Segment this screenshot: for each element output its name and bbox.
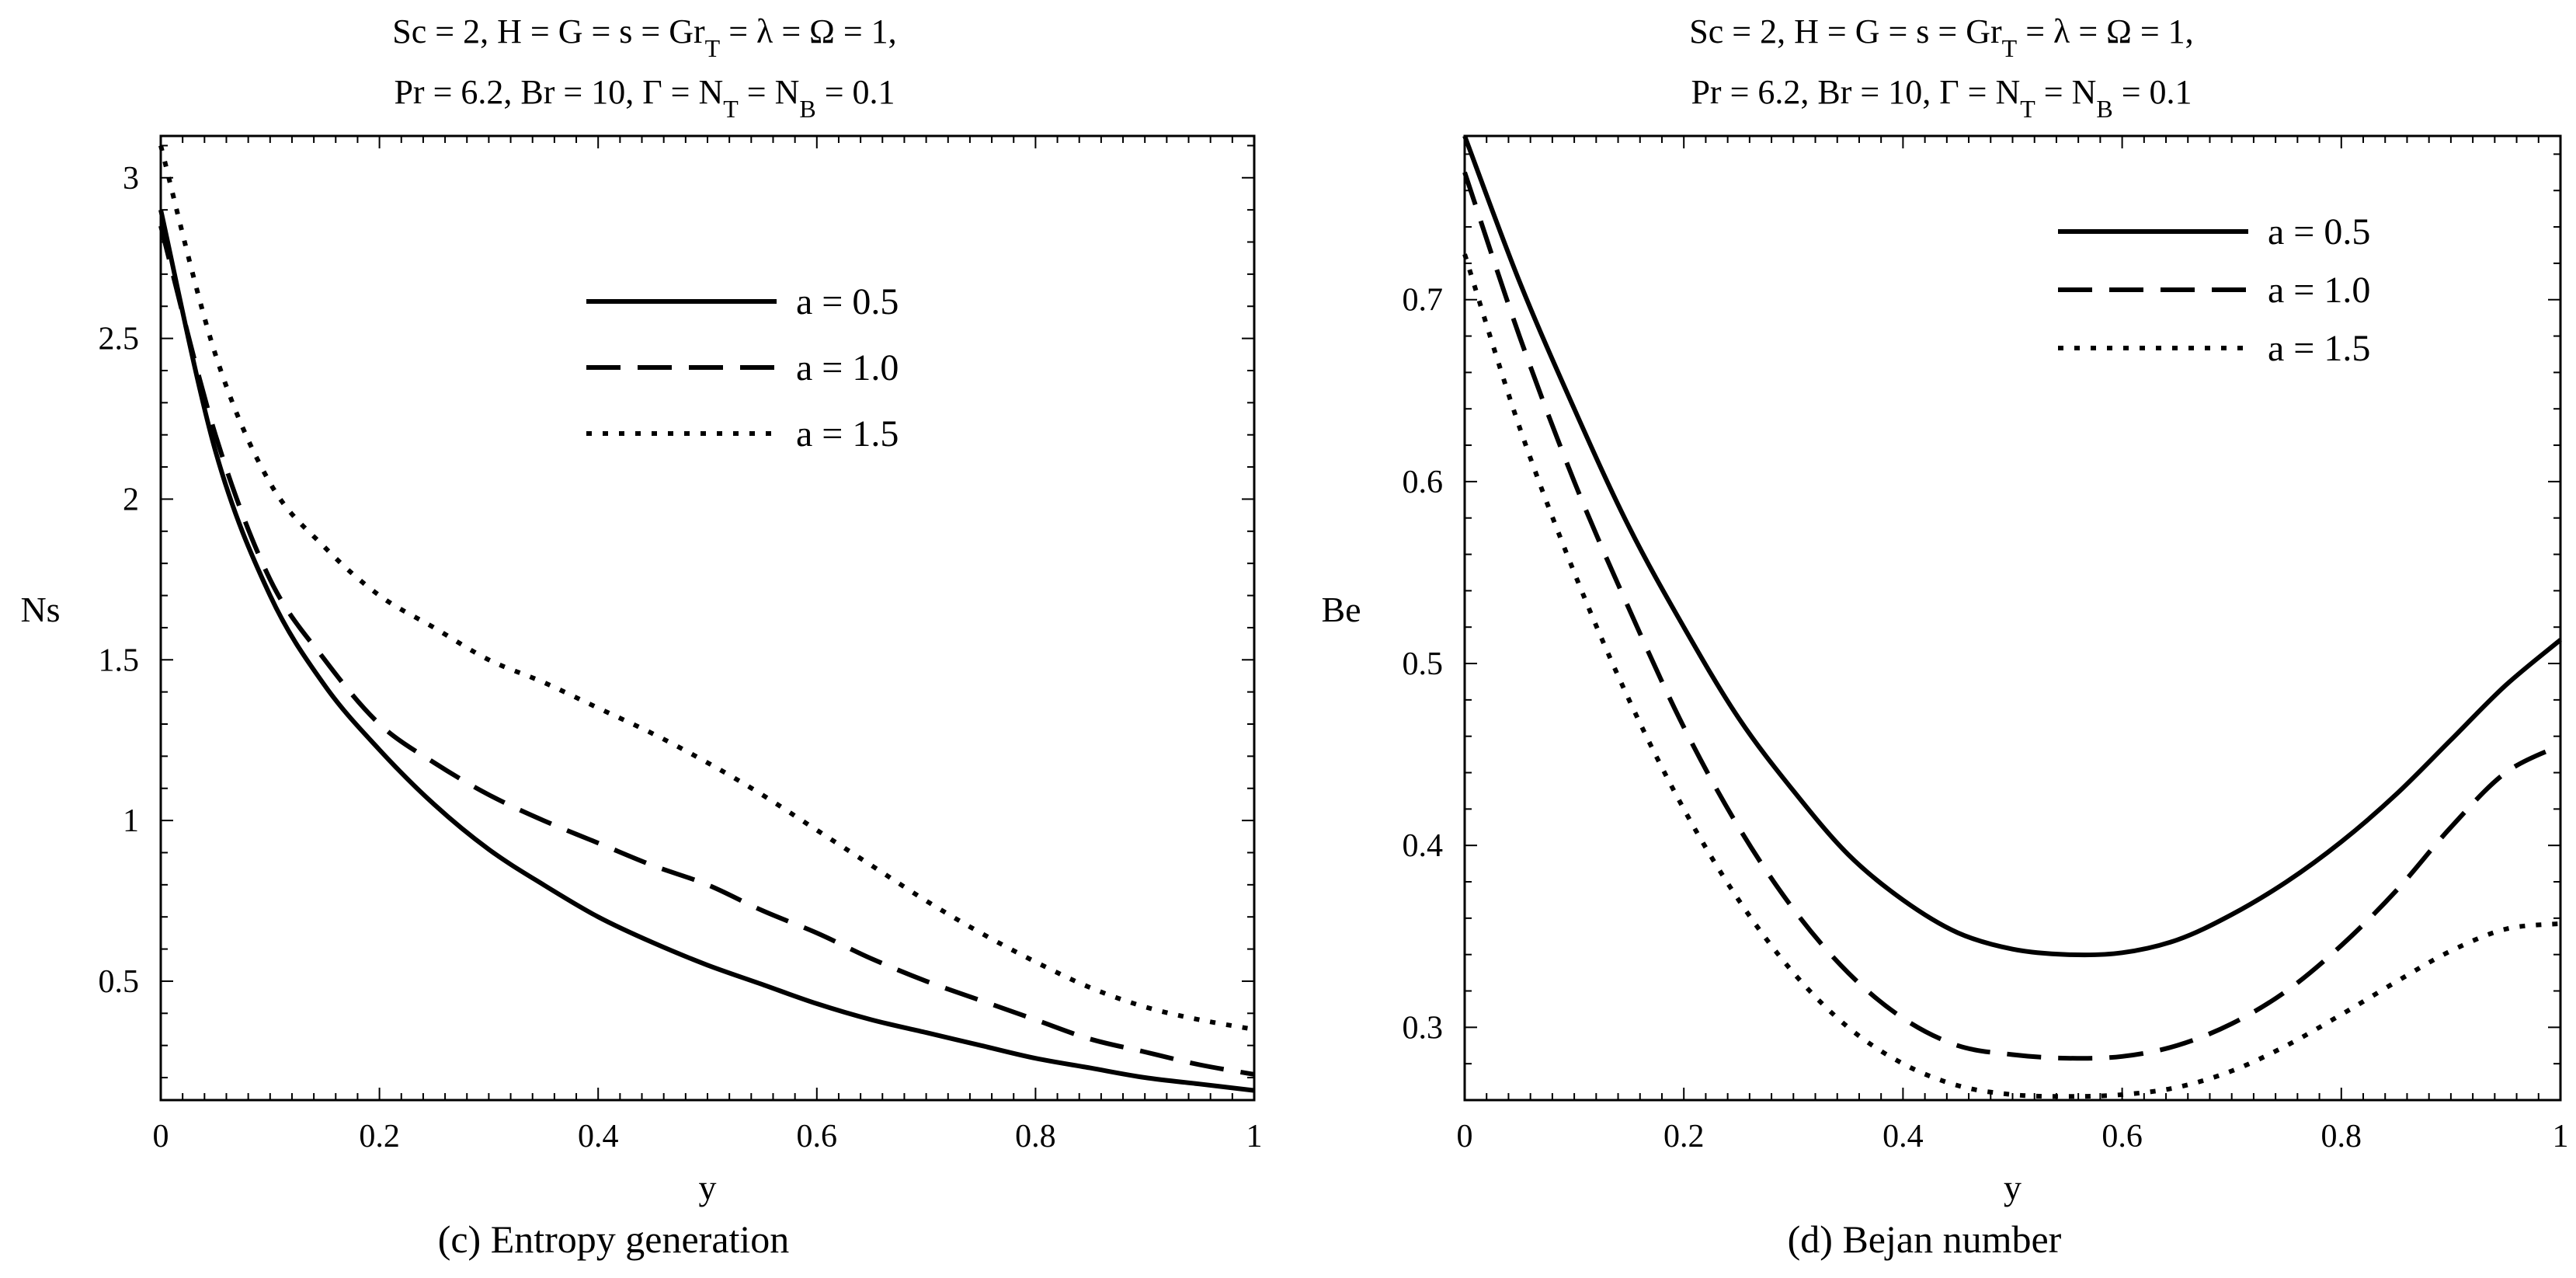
x-tick-label: 0.2 xyxy=(359,1119,400,1154)
x-tick-label: 0.8 xyxy=(1015,1119,1056,1154)
title-subscript: T xyxy=(723,95,739,123)
x-tick-label: 0.8 xyxy=(2321,1119,2362,1154)
x-tick-label: 0 xyxy=(1457,1119,1473,1154)
panel-caption: (c) Entropy generation xyxy=(438,1217,790,1261)
title-subscript: B xyxy=(2096,95,2112,123)
y-tick-label: 3 xyxy=(123,161,139,197)
title-segment: = N xyxy=(2035,73,2097,111)
series-line-solid xyxy=(158,209,1255,1093)
x-tick-label: 1 xyxy=(1246,1119,1263,1154)
legend-label: a = 0.5 xyxy=(2268,211,2370,252)
x-tick-label: 1 xyxy=(2553,1119,2569,1154)
title-subscript: B xyxy=(799,95,815,123)
panel-caption: (d) Bejan number xyxy=(1788,1217,2062,1261)
legend-label: a = 1.0 xyxy=(2268,270,2370,311)
legend-label: a = 1.5 xyxy=(2268,328,2370,369)
y-axis-label: Ns xyxy=(20,590,60,629)
y-tick-label: 1.5 xyxy=(99,642,140,678)
x-axis-label: y xyxy=(699,1168,717,1207)
x-tick-label: 0 xyxy=(153,1119,169,1154)
x-tick-label: 0.2 xyxy=(1663,1119,1705,1154)
title-subscript: T xyxy=(2002,34,2018,62)
title-segment: Pr = 6.2, Br = 10, Γ = N xyxy=(1691,73,2020,111)
title-subscript: T xyxy=(2020,95,2035,123)
x-tick-label: 0.4 xyxy=(578,1119,619,1154)
chart-title-line: Sc = 2, H = G = s = GrT = λ = Ω = 1, xyxy=(1689,12,2193,62)
title-segment: Sc = 2, H = G = s = Gr xyxy=(1689,12,2002,50)
legend-label: a = 0.5 xyxy=(796,281,899,322)
x-tick-label: 0.6 xyxy=(797,1119,838,1154)
title-segment: Sc = 2, H = G = s = Gr xyxy=(392,12,705,50)
x-axis-label: y xyxy=(2004,1168,2022,1207)
title-segment: Pr = 6.2, Br = 10, Γ = N xyxy=(394,73,723,111)
title-segment: = N xyxy=(739,73,800,111)
legend-label: a = 1.0 xyxy=(796,347,899,388)
title-segment: = 0.1 xyxy=(816,73,895,111)
y-axis-label: Be xyxy=(1321,590,1361,629)
x-tick-label: 0.4 xyxy=(1882,1119,1924,1154)
title-subscript: T xyxy=(705,34,721,62)
panel-entropy-generation: Sc = 2, H = G = s = GrT = λ = Ω = 1,Pr =… xyxy=(20,12,1262,1261)
title-segment: = λ = Ω = 1, xyxy=(720,12,896,50)
y-tick-label: 2.5 xyxy=(99,322,140,357)
y-tick-label: 0.5 xyxy=(99,964,140,1000)
legend-label: a = 1.5 xyxy=(796,413,899,454)
series-line-solid xyxy=(1462,134,2562,958)
chart-title-line: Sc = 2, H = G = s = GrT = λ = Ω = 1, xyxy=(392,12,896,62)
title-segment: = λ = Ω = 1, xyxy=(2017,12,2193,50)
y-tick-label: 2 xyxy=(123,482,139,517)
y-tick-label: 0.6 xyxy=(1403,465,1444,500)
series-line-dashed xyxy=(158,225,1255,1077)
series-line-dotted xyxy=(158,145,1255,1032)
title-segment: = 0.1 xyxy=(2113,73,2192,111)
y-tick-label: 0.5 xyxy=(1403,646,1444,682)
chart-title-line: Pr = 6.2, Br = 10, Γ = NT = NB = 0.1 xyxy=(1691,73,2192,123)
y-tick-label: 1 xyxy=(123,803,139,839)
x-tick-label: 0.6 xyxy=(2101,1119,2143,1154)
chart-title-line: Pr = 6.2, Br = 10, Γ = NT = NB = 0.1 xyxy=(394,73,895,123)
y-tick-label: 0.7 xyxy=(1403,283,1444,319)
y-tick-label: 0.4 xyxy=(1403,828,1444,864)
y-tick-label: 0.3 xyxy=(1403,1010,1444,1046)
panel-bejan-number: Sc = 2, H = G = s = GrT = λ = Ω = 1,Pr =… xyxy=(1321,12,2568,1261)
